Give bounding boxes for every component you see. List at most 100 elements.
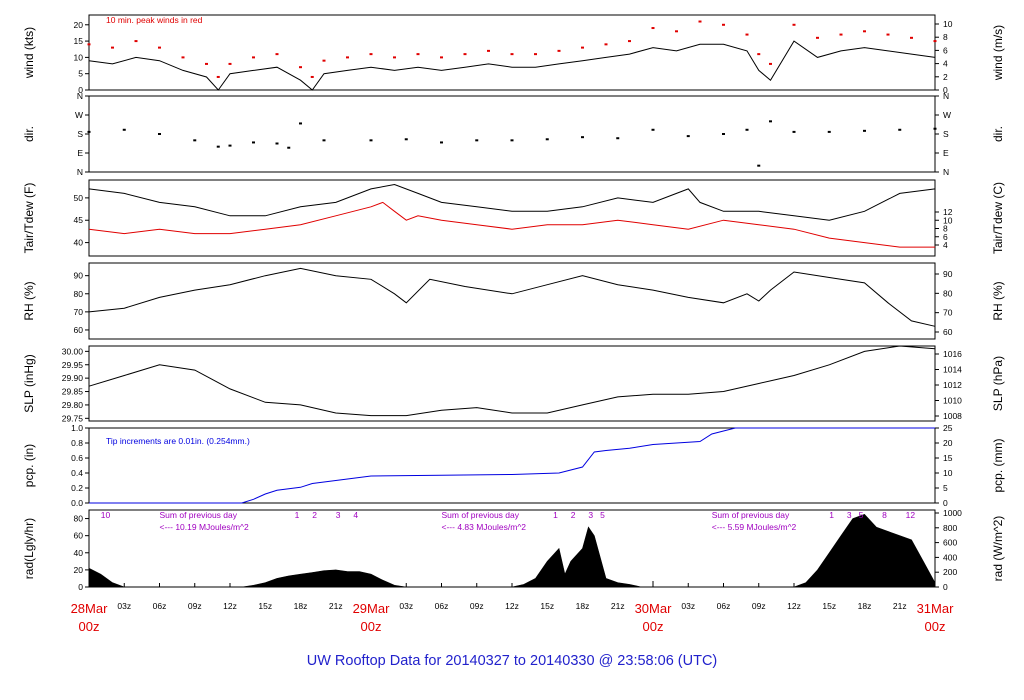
data-point-wind — [111, 46, 114, 49]
data-point-direction — [475, 139, 479, 142]
y-tick-label-pressure: 29.95 — [62, 360, 84, 370]
data-point-direction — [216, 145, 220, 148]
y-tick-label-right-radiation: 400 — [943, 552, 957, 562]
y-axis-label-wind: wind (kts) — [22, 27, 36, 79]
y-tick-label-wind: 5 — [78, 69, 83, 79]
data-point-wind — [675, 30, 678, 33]
footer-title: UW Rooftop Data for 20140327 to 20140330… — [307, 653, 718, 669]
data-point-direction — [122, 128, 126, 131]
date-time-label: 00z — [643, 619, 664, 634]
data-point-direction — [404, 138, 408, 141]
y-tick-label-right-wind: 4 — [943, 59, 948, 69]
y-tick-label-right-radiation: 800 — [943, 523, 957, 533]
data-point-wind — [299, 66, 302, 69]
annotation-tip-increments: Tip increments are 0.01in. (0.254mm.) — [106, 436, 250, 446]
y-tick-label-pressure: 29.85 — [62, 387, 84, 397]
data-point-wind — [228, 62, 232, 65]
y-tick-label-direction: E — [77, 148, 83, 158]
radiation-annotation: 5 — [859, 510, 864, 520]
y-tick-label-precipitation: 0.4 — [71, 468, 83, 478]
y-tick-label-pressure: 29.80 — [62, 400, 84, 410]
data-point-direction — [898, 128, 902, 131]
y-tick-label-right-precipitation: 25 — [943, 423, 953, 433]
data-point-wind — [792, 23, 796, 26]
x-tick-label: 09z — [470, 601, 484, 611]
radiation-annotation: 4 — [353, 510, 358, 520]
panel-frame-wind — [88, 14, 936, 91]
y-tick-label-wind: 0 — [78, 85, 83, 95]
y-tick-label-right-temperature: 6 — [943, 232, 948, 242]
y-tick-label-wind: 20 — [74, 20, 84, 30]
date-label: 28Mar — [71, 601, 109, 616]
y-tick-label-right-pressure: 1010 — [943, 396, 962, 406]
data-point-direction — [193, 139, 197, 142]
time-axis: 03z 06z 09z 12z 15z 18z 21z 03z 06z 09z 12z 15z 18z 2… — [71, 581, 955, 634]
y-tick-label-humidity: 60 — [74, 325, 84, 335]
y-tick-label-right-temperature: 10 — [943, 215, 953, 225]
data-point-wind — [252, 56, 255, 59]
radiation-annotation: 2 — [571, 510, 576, 520]
annotation-peak-winds: 10 min. peak winds in red — [106, 15, 203, 25]
radiation-annotation: <--- 4.83 MJoules/m^2 — [442, 522, 527, 532]
x-tick-label: 15z — [822, 601, 836, 611]
series-line-temperature-1 — [88, 201, 935, 248]
data-point-wind — [910, 36, 913, 39]
y-tick-label-right-pressure: 1012 — [943, 380, 962, 390]
radiation-annotation: 10 — [101, 510, 111, 520]
data-point-wind — [604, 43, 608, 46]
y-tick-label-right-precipitation: 15 — [943, 453, 953, 463]
y-tick-label-pressure: 29.90 — [62, 373, 84, 383]
series-line-precipitation-0 — [89, 427, 935, 504]
data-point-wind — [87, 43, 91, 46]
series-direction-0 — [87, 120, 937, 167]
x-tick-label: 18z — [576, 601, 590, 611]
y-axis-label-right-precipitation: pcp. (mm) — [991, 438, 1005, 492]
data-point-wind — [158, 46, 161, 49]
y-tick-label-right-pressure: 1014 — [943, 365, 962, 375]
data-point-wind — [369, 53, 373, 56]
y-tick-label-right-precipitation: 0 — [943, 498, 948, 508]
date-label: 30Mar — [635, 601, 673, 616]
y-tick-label-humidity: 70 — [74, 307, 84, 317]
date-time-label: 00z — [79, 619, 100, 634]
y-tick-label-right-radiation: 0 — [943, 582, 948, 592]
radiation-annotation: 3 — [847, 510, 852, 520]
data-point-direction — [722, 133, 725, 135]
data-point-wind — [698, 20, 702, 23]
y-tick-label-right-direction: E — [943, 148, 949, 158]
panel-frame-pressure — [88, 345, 936, 422]
y-axis-label-right-wind: wind (m/s) — [991, 25, 1005, 81]
y-tick-label-right-wind: 8 — [943, 32, 948, 42]
data-point-wind — [757, 53, 761, 56]
radiation-annotation: 1 — [553, 510, 558, 520]
panel-frame-temperature — [88, 179, 936, 257]
data-point-direction — [158, 133, 161, 135]
x-tick-label: 21z — [329, 601, 343, 611]
y-tick-label-right-direction: W — [943, 110, 951, 120]
x-tick-label: 21z — [893, 601, 907, 611]
y-tick-label-right-temperature: 12 — [943, 207, 953, 217]
data-point-direction — [510, 139, 514, 142]
y-tick-label-pressure: 30.00 — [62, 346, 84, 356]
y-axis-label-direction: dir. — [22, 126, 36, 142]
y-tick-label-right-direction: S — [943, 129, 949, 139]
date-label: 31Mar — [917, 601, 955, 616]
panel-pressure: 29.75 29.80 29.85 29.90 29.95 30.00 1008 1010 10… — [22, 345, 1005, 423]
x-tick-label: 18z — [294, 601, 308, 611]
y-tick-label-right-humidity: 60 — [943, 327, 953, 337]
x-tick-label: 15z — [258, 601, 272, 611]
data-point-wind — [557, 49, 561, 52]
data-point-wind — [416, 53, 420, 56]
data-point-direction — [545, 138, 549, 141]
data-point-direction — [299, 122, 302, 125]
y-tick-label-pressure: 29.75 — [62, 413, 84, 423]
panel-frame-direction — [88, 95, 936, 173]
panel-frame-precipitation — [88, 427, 936, 504]
data-point-wind — [346, 56, 349, 59]
x-tick-label: 12z — [223, 601, 237, 611]
y-tick-label-right-precipitation: 10 — [943, 468, 953, 478]
